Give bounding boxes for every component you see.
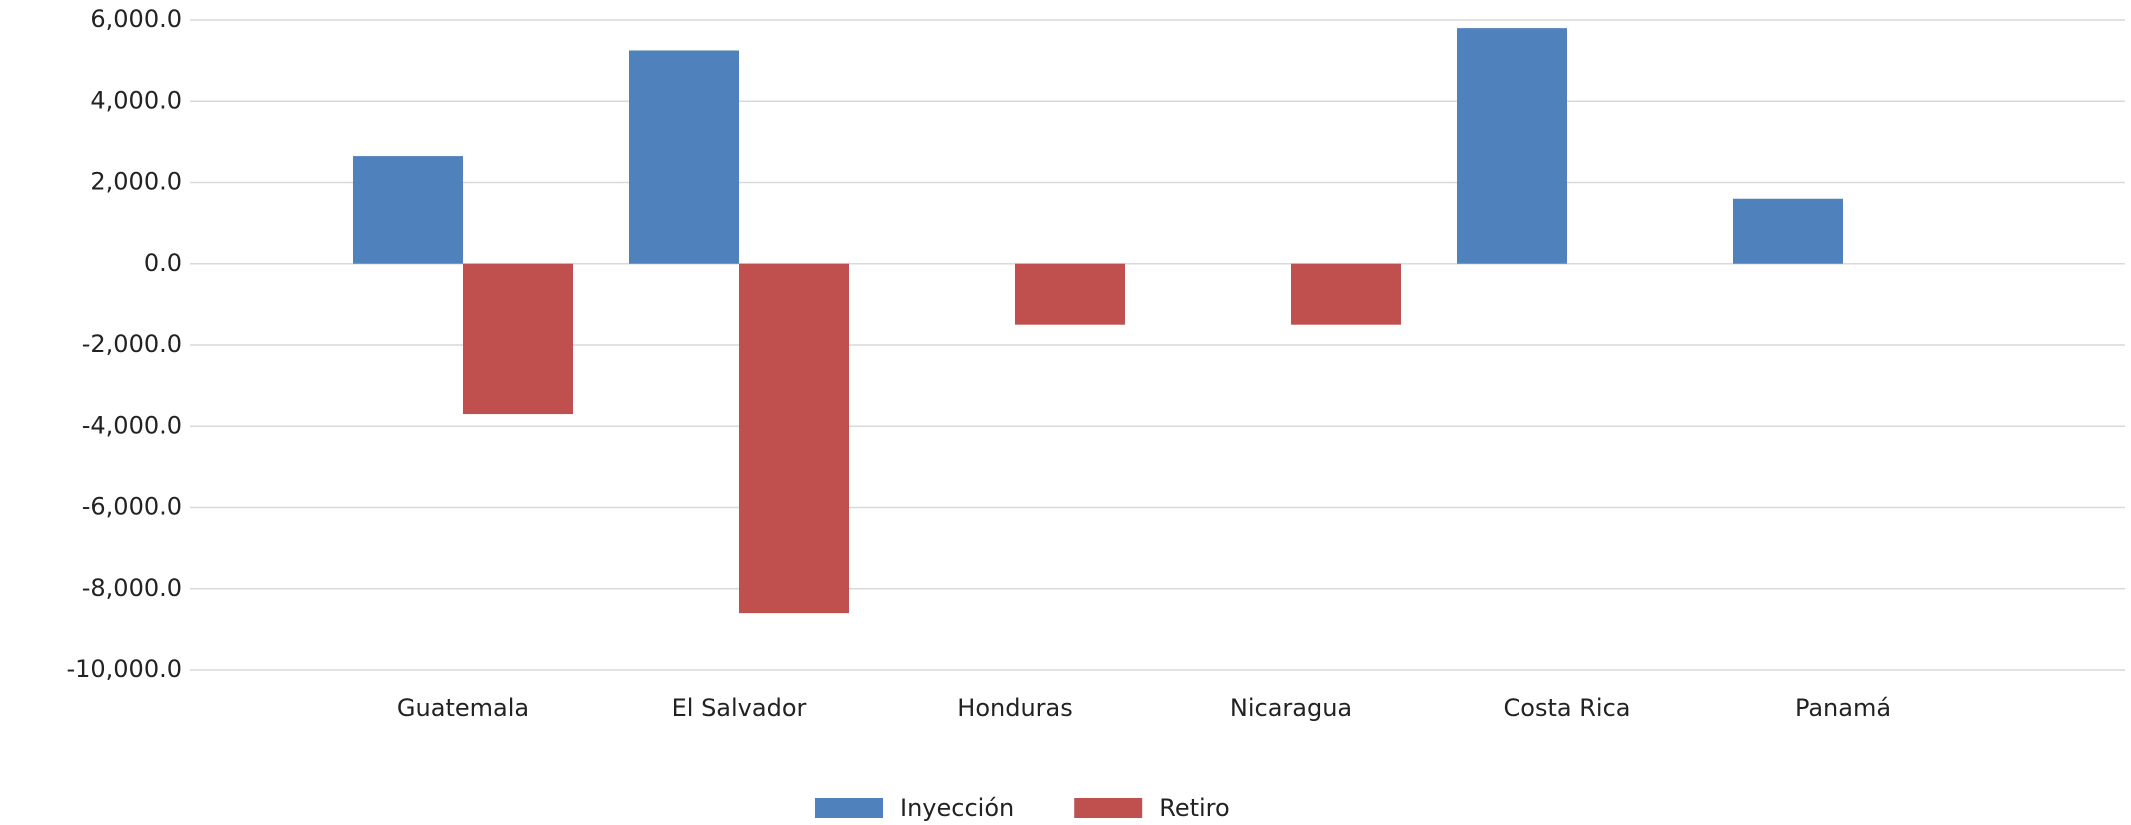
legend-swatch [815, 798, 883, 818]
y-tick-label: 0.0 [144, 249, 182, 277]
y-tick-label: -4,000.0 [82, 411, 182, 439]
x-tick-label: Guatemala [397, 694, 529, 722]
bar [1291, 263, 1401, 325]
y-tick-label: -6,000.0 [82, 493, 182, 521]
bar [1733, 198, 1843, 264]
x-tick-label: Honduras [957, 694, 1072, 722]
bar [1457, 28, 1567, 264]
bar [629, 50, 739, 264]
bar [463, 263, 573, 415]
legend-label: Retiro [1159, 794, 1229, 822]
y-tick-label: 2,000.0 [90, 168, 182, 196]
x-tick-label: Nicaragua [1230, 694, 1352, 722]
bar [1015, 263, 1125, 325]
x-tick-label: Costa Rica [1504, 694, 1631, 722]
legend-swatch [1074, 798, 1143, 818]
y-tick-label: 6,000.0 [90, 5, 182, 33]
y-tick-label: -2,000.0 [82, 330, 182, 358]
y-tick-label: -10,000.0 [66, 655, 182, 683]
x-tick-label: Panamá [1795, 694, 1891, 722]
y-tick-label: -8,000.0 [82, 574, 182, 602]
x-tick-label: El Salvador [672, 694, 807, 722]
y-tick-label: 4,000.0 [90, 86, 182, 114]
bar [353, 156, 463, 264]
bar [739, 263, 849, 614]
legend-label: Inyección [900, 794, 1014, 822]
